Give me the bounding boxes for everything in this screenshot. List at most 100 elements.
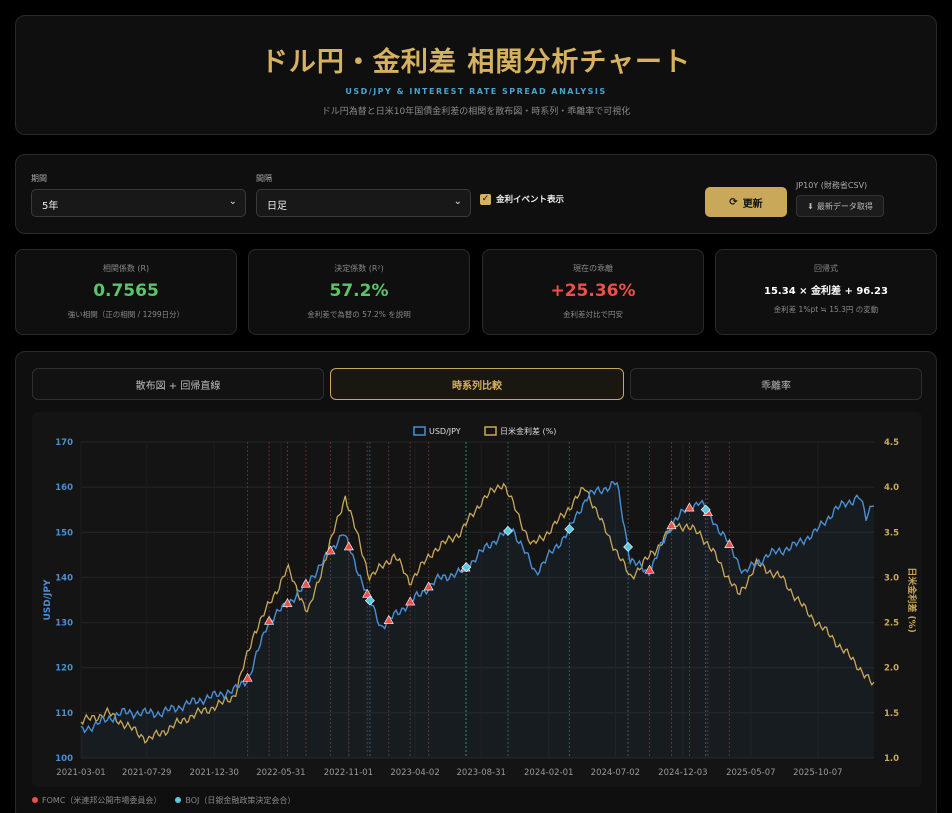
fomc-marker [644, 564, 655, 574]
period-select[interactable]: 5年 ⌄ [31, 189, 246, 217]
x-tick-label: 2024-02-01 [524, 768, 573, 778]
x-tick-label: 2024-12-03 [658, 768, 707, 778]
boj-legend-label: BOJ（日銀金融政策決定会合） [185, 796, 296, 805]
refresh-button[interactable]: ⟳ 更新 [705, 187, 787, 217]
stat-r-squared: 決定係数 (R²) 57.2% 金利差で為替の 57.2% を説明 [248, 249, 470, 335]
timeseries-chart: 170 4.5 160 4.0 150 3.5 140 3.0 130 2.5 120 2.0 110 1… [32, 412, 922, 787]
y-right-tick-label: 4.5 [884, 438, 899, 448]
interval-select[interactable]: 日足 ⌄ [256, 189, 471, 217]
y-left-tick-label: 110 [55, 709, 73, 719]
tab-deviation[interactable]: 乖離率 [630, 368, 922, 400]
boj-dot-icon [175, 797, 182, 803]
spread-legend-label: 日米金利差 (%) [500, 426, 556, 436]
y-right-tick-label: 4.0 [884, 483, 899, 493]
fomc-marker [724, 539, 735, 549]
stat-value: +25.36% [550, 281, 636, 301]
header-card: ドル円・金利差 相関分析チャート USD/JPY & INTEREST RATE… [15, 15, 937, 135]
page-title: ドル円・金利差 相関分析チャート [260, 47, 692, 78]
tab-scatter[interactable]: 散布図 + 回帰直線 [32, 368, 324, 400]
x-tick-label: 2021-03-01 [56, 768, 105, 778]
fomc-marker [343, 541, 354, 551]
fetch-latest-data-button[interactable]: ⬇ 最新データ取得 [796, 195, 884, 217]
chevron-down-icon: ⌄ [453, 196, 462, 207]
usdjpy-line [80, 480, 875, 734]
y-left-tick-label: 100 [55, 754, 73, 764]
y-left-tick-label: 120 [55, 664, 73, 674]
stat-deviation: 現在の乖離 +25.36% 金利差対比で円安 [482, 249, 704, 335]
stat-subtext: 強い相関（正の相関 / 1299日分） [67, 310, 185, 319]
y-right-tick-label: 3.5 [884, 528, 899, 538]
refresh-icon: ⟳ [729, 196, 738, 208]
boj-marker [461, 562, 472, 573]
stat-value: 57.2% [329, 281, 389, 301]
period-select-value: 5年 [42, 201, 59, 212]
x-tick-label: 2024-07-02 [591, 768, 640, 778]
y-left-tick-label: 160 [55, 483, 73, 493]
chart-svg: 170 4.5 160 4.0 150 3.5 140 3.0 130 2.5 120 2.0 110 1… [43, 426, 918, 778]
interval-select-value: 日足 [267, 201, 287, 212]
boj-marker [503, 526, 513, 536]
page-description: ドル円為替と日米10年国債金利差の相関を散布図・時系列・乖離率で可視化 [321, 107, 631, 117]
fomc-marker [684, 502, 695, 512]
y-right-tick-label: 1.0 [884, 754, 899, 764]
refresh-button-label: 更新 [742, 198, 763, 210]
x-tick-label: 2022-11-01 [324, 768, 373, 778]
download-icon: ⬇ [807, 201, 814, 211]
boj-marker [623, 542, 634, 552]
fomc-marker [282, 597, 293, 607]
stat-label: 現在の乖離 [573, 264, 613, 273]
y-right-tick-label: 3.0 [884, 573, 899, 583]
stat-subtext: 金利差で為替の 57.2% を説明 [307, 310, 411, 319]
csv-label: JP10Y (財務省CSV) [796, 181, 868, 190]
chevron-down-icon: ⌄ [228, 196, 237, 207]
event-legend: FOMC（米連邦公開市場委員会） BOJ（日銀金融政策決定会合） [32, 795, 295, 806]
event-toggle-label: 金利イベント表示 [496, 195, 565, 205]
fomc-legend-item: FOMC（米連邦公開市場委員会） [32, 795, 161, 806]
x-tick-label: 2023-08-31 [457, 768, 506, 778]
y-left-tick-label: 140 [55, 573, 73, 583]
stat-subtext: 金利差対比で円安 [563, 310, 623, 319]
chart-card: 散布図 + 回帰直線 時系列比較 乖離率 170 4.5 160 4.0 150 3.5 1… [15, 351, 937, 813]
y-right-tick-label: 2.0 [884, 664, 899, 674]
stat-subtext: 金利差 1%pt ≒ 15.3円 の変動 [773, 305, 879, 314]
fomc-marker [300, 578, 311, 588]
y-left-tick-label: 130 [55, 619, 73, 629]
y-right-tick-label: 1.5 [884, 709, 899, 719]
fomc-marker [264, 615, 275, 625]
boj-marker [700, 504, 711, 515]
x-tick-label: 2023-04-02 [390, 768, 439, 778]
usdjpy-area [81, 481, 874, 758]
fomc-marker [325, 545, 336, 555]
fetch-button-label: 最新データ取得 [816, 201, 873, 211]
y-left-tick-label: 150 [55, 528, 73, 538]
stat-label: 回帰式 [814, 264, 838, 273]
interval-label: 間隔 [256, 174, 272, 183]
x-tick-label: 2025-10-07 [793, 768, 842, 778]
x-tick-label: 2025-05-07 [726, 768, 775, 778]
fomc-marker [405, 596, 416, 606]
y-right-tick-label: 2.5 [884, 619, 899, 629]
period-label: 期間 [31, 174, 47, 183]
boj-marker [564, 524, 575, 535]
controls-card: 期間 5年 ⌄ 間隔 日足 ⌄ ✓ 金利イベント表示 ⟳ 更新 JP10Y (財… [15, 154, 937, 234]
checkbox-checked-icon[interactable]: ✓ [480, 193, 491, 205]
y-left-axis-title: USD/JPY [43, 579, 53, 620]
y-right-axis-title: 日米金利差 (%) [906, 567, 918, 632]
fomc-legend-label: FOMC（米連邦公開市場委員会） [42, 796, 162, 805]
boj-marker [364, 595, 375, 606]
page-subtitle: USD/JPY & INTEREST RATE SPREAD ANALYSIS [345, 87, 607, 96]
spread-line [80, 482, 875, 744]
fomc-dot-icon [32, 797, 38, 803]
stat-correlation: 相関係数 (R) 0.7565 強い相関（正の相関 / 1299日分） [15, 249, 237, 335]
boj-legend-item: BOJ（日銀金融政策決定会合） [175, 795, 295, 806]
stat-regression: 回帰式 15.34 × 金利差 + 96.23 金利差 1%pt ≒ 15.3円… [715, 249, 937, 335]
stat-value: 0.7565 [93, 281, 159, 301]
usdjpy-legend-swatch [413, 426, 426, 436]
stat-label: 決定係数 (R²) [334, 264, 384, 273]
fomc-marker [383, 614, 394, 624]
x-tick-label: 2021-12-30 [190, 768, 239, 778]
tab-timeseries[interactable]: 時系列比較 [330, 368, 624, 400]
stat-value: 15.34 × 金利差 + 96.23 [764, 286, 888, 297]
fomc-marker [666, 520, 677, 530]
event-toggle[interactable]: ✓ 金利イベント表示 [480, 193, 564, 205]
